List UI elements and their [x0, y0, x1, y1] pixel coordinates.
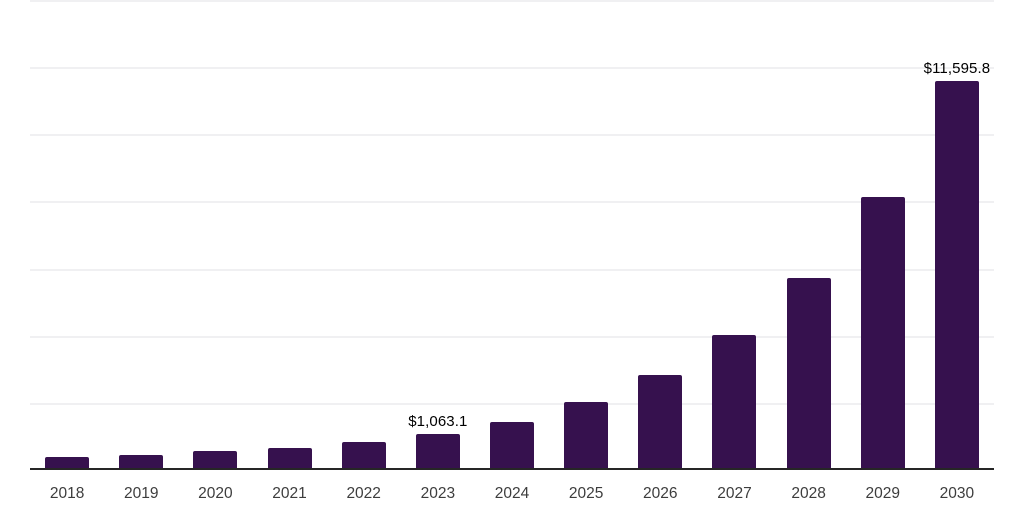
bar-2030	[934, 80, 979, 470]
bar-2029	[860, 197, 905, 470]
bar-2024	[490, 421, 534, 470]
bar-2025	[564, 401, 609, 470]
value-label-2023: $1,063.1	[408, 413, 468, 431]
x-tick-2019: 2019	[123, 485, 159, 502]
gridline-12000	[30, 67, 994, 70]
x-tick-2027: 2027	[717, 485, 752, 502]
bar-2019	[119, 454, 164, 470]
x-axis-tick-labels: 2018 2019 2020 2021 2022 2023 2024 2025 2026 2027…	[30, 484, 994, 504]
plot-area: $1,063.1 $11,595.8	[30, 0, 994, 470]
x-tick-2026: 2026	[643, 485, 678, 502]
bar-2018	[45, 457, 90, 470]
x-tick-2028: 2028	[791, 485, 826, 502]
x-tick-2030: 2030	[939, 485, 975, 502]
bar-2022	[341, 441, 386, 470]
x-tick-2020: 2020	[198, 485, 233, 502]
bar-2027	[712, 334, 757, 470]
x-tick-2025: 2025	[568, 485, 604, 502]
gridline-14000	[30, 0, 994, 2]
x-tick-2018: 2018	[49, 485, 85, 502]
x-tick-2023: 2023	[420, 485, 456, 502]
bar-2023	[415, 434, 460, 470]
gridline-6000	[30, 268, 994, 271]
x-tick-2024: 2024	[494, 485, 530, 502]
gridline-10000	[30, 134, 994, 137]
x-axis-line	[30, 468, 994, 470]
x-tick-2029: 2029	[865, 485, 900, 502]
value-label-2030: $11,595.8	[923, 59, 991, 77]
gridline-4000	[30, 335, 994, 338]
bar-2028	[786, 277, 831, 470]
bar-2026	[638, 374, 683, 470]
gridline-2000	[30, 402, 994, 405]
x-tick-2021: 2021	[272, 485, 307, 502]
bar-2021	[267, 447, 312, 470]
x-tick-2022: 2022	[346, 485, 381, 502]
gridline-8000	[30, 201, 994, 204]
bar-2020	[193, 451, 238, 470]
